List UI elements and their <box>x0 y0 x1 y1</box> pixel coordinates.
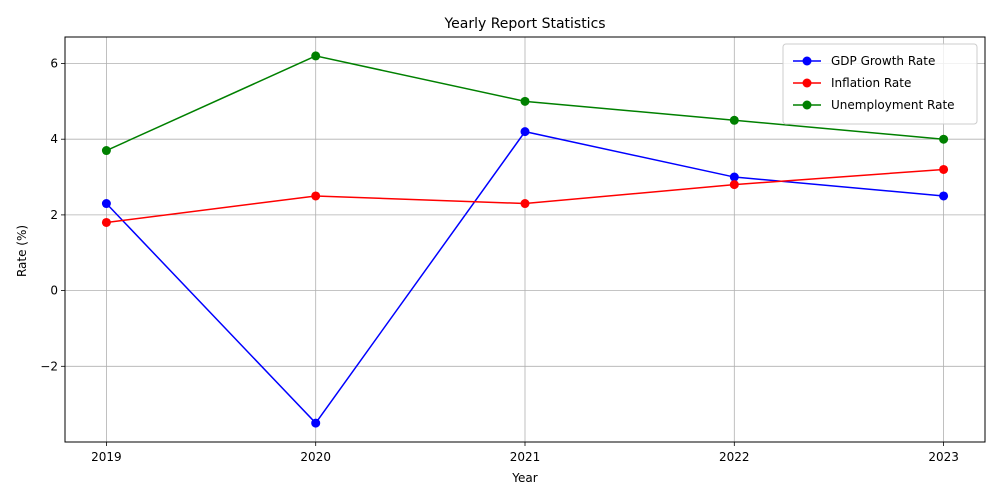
data-point <box>520 96 530 106</box>
x-axis: 2019 2020 2021 2022 2023 <box>91 442 959 464</box>
y-tick-label: 4 <box>50 132 58 146</box>
series-layer <box>101 51 949 428</box>
data-point <box>101 199 111 209</box>
y-axis-label: Rate (%) <box>15 225 29 277</box>
data-point <box>939 191 949 201</box>
data-point <box>520 199 530 209</box>
x-axis-label: Year <box>511 471 537 485</box>
data-point <box>939 164 949 174</box>
data-point <box>311 51 321 61</box>
series-inflation-rate <box>101 164 949 227</box>
data-point <box>729 115 739 125</box>
y-tick-label: 2 <box>50 208 58 222</box>
x-tick-label: 2019 <box>91 450 122 464</box>
data-point <box>729 172 739 182</box>
legend-marker <box>802 78 812 88</box>
data-point <box>311 418 321 428</box>
x-tick-label: 2023 <box>928 450 959 464</box>
y-axis: −2 0 2 4 6 <box>40 56 65 373</box>
y-tick-label: 6 <box>50 56 58 70</box>
series-gdp-growth-rate <box>101 127 949 428</box>
legend-item: Unemployment Rate <box>793 98 955 112</box>
data-point <box>101 217 111 227</box>
legend-label: Unemployment Rate <box>831 98 955 112</box>
data-point <box>729 180 739 190</box>
data-point <box>311 191 321 201</box>
legend-item: Inflation Rate <box>793 76 911 90</box>
data-point <box>520 127 530 137</box>
x-tick-label: 2022 <box>719 450 750 464</box>
y-tick-label: −2 <box>40 359 58 373</box>
data-point <box>939 134 949 144</box>
legend-marker <box>802 56 812 66</box>
series-unemployment-rate <box>101 51 949 156</box>
legend-item: GDP Growth Rate <box>793 54 935 68</box>
legend: GDP Growth Rate Inflation Rate Unemploymen… <box>782 43 978 125</box>
data-point <box>101 146 111 156</box>
legend-label: GDP Growth Rate <box>831 54 935 68</box>
legend-box <box>782 43 978 125</box>
x-tick-label: 2021 <box>510 450 541 464</box>
y-tick-label: 0 <box>50 284 58 298</box>
x-tick-label: 2020 <box>300 450 331 464</box>
legend-label: Inflation Rate <box>831 76 911 90</box>
chart-title: Yearly Report Statistics <box>443 16 605 32</box>
legend-marker <box>802 100 812 110</box>
